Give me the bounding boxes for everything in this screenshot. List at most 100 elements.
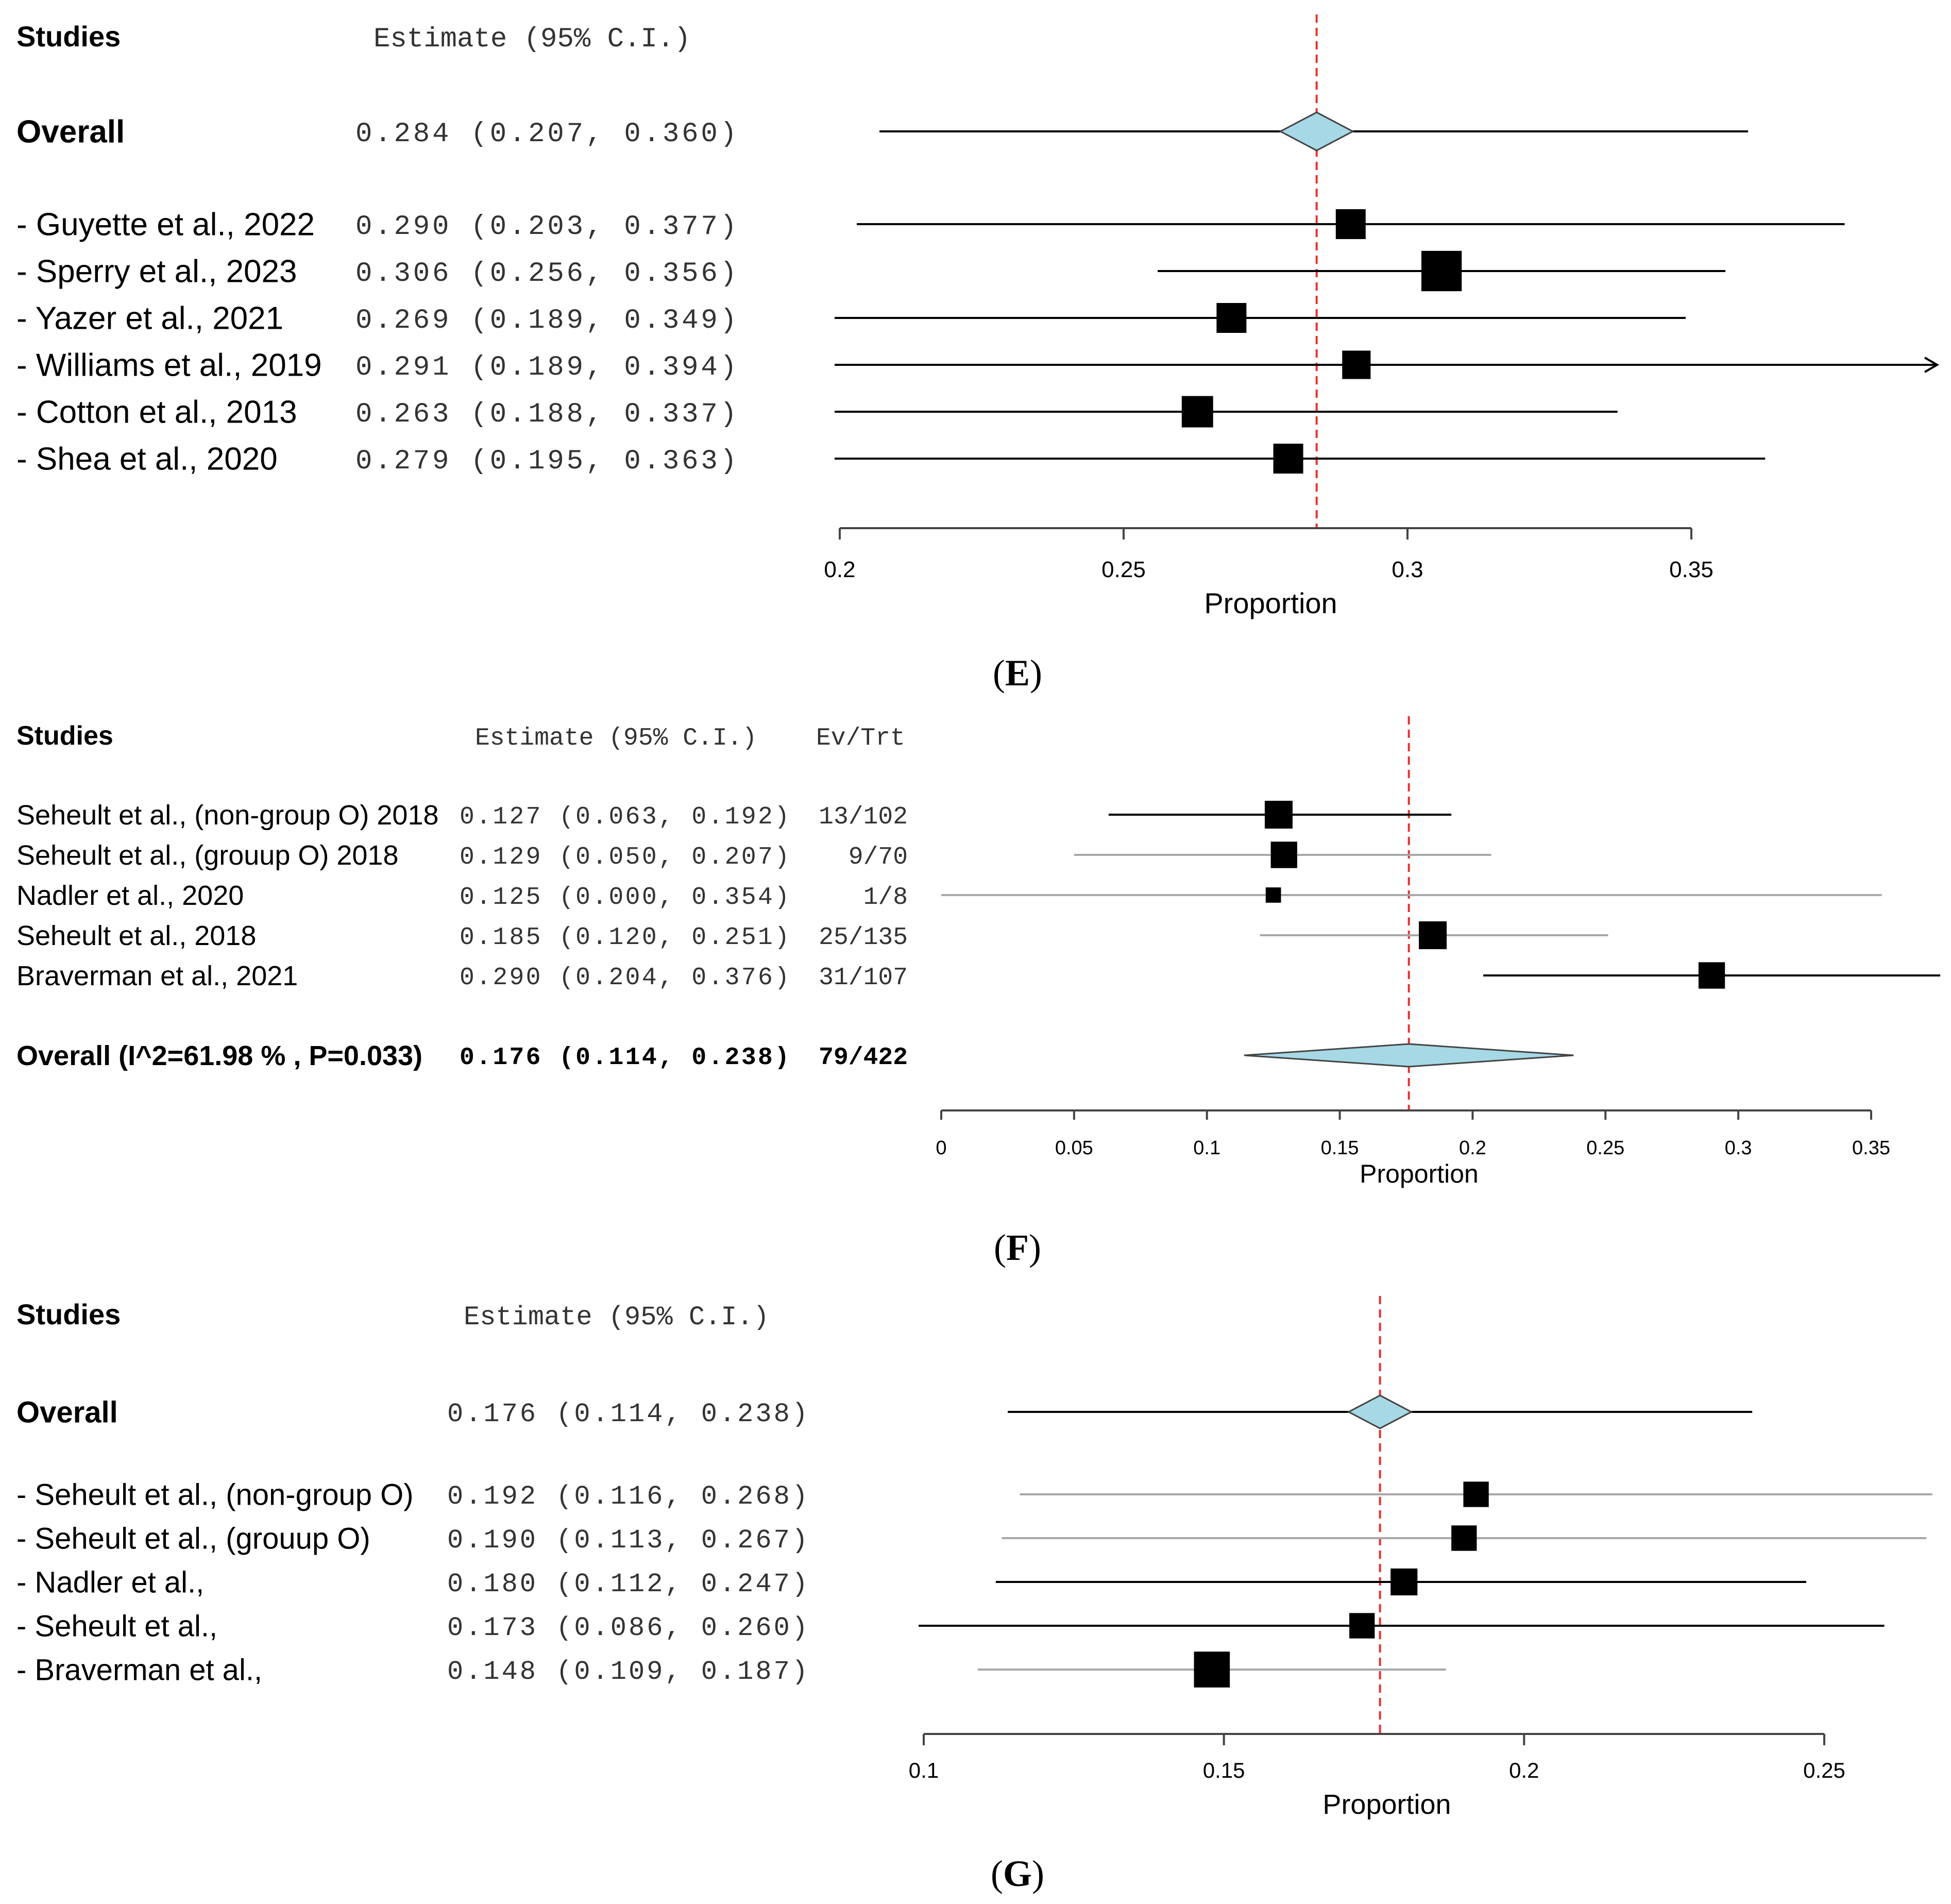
x-tick-label: 0.25	[1101, 557, 1146, 582]
point-estimate-box	[1216, 303, 1247, 333]
study-ev-trt: 1/8	[863, 884, 908, 912]
point-estimate-box	[1463, 1481, 1489, 1507]
header-studies: Studies	[16, 1298, 121, 1330]
point-estimate-box	[1419, 921, 1447, 949]
point-estimate-box	[1270, 841, 1297, 868]
x-axis-label: Proportion	[1322, 1789, 1451, 1820]
study-estimate: 0.192 (0.116, 0.268)	[447, 1481, 808, 1512]
point-estimate-box	[1273, 444, 1303, 474]
x-tick-label: 0.25	[1803, 1758, 1845, 1782]
panel-label: (F)	[994, 1227, 1041, 1268]
overall-label: Overall	[16, 114, 125, 150]
overall-diamond	[1279, 111, 1355, 151]
x-tick-label: 0.2	[1459, 1137, 1486, 1159]
study-estimate: 0.290 (0.204, 0.376)	[460, 964, 789, 992]
study-estimate: 0.127 (0.063, 0.192)	[460, 803, 789, 831]
x-tick-label: 0.3	[1725, 1137, 1752, 1159]
point-estimate-box	[1698, 962, 1725, 989]
x-tick-label: 0.1	[909, 1758, 939, 1782]
x-tick-label: 0.3	[1392, 557, 1423, 582]
study-label: Seheult et al., 2018	[16, 920, 256, 951]
x-tick-label: 0.15	[1203, 1758, 1245, 1782]
study-ev-trt: 31/107	[819, 964, 908, 992]
study-label: - Williams et al., 2019	[16, 348, 322, 383]
x-tick-label: 0.05	[1055, 1137, 1093, 1159]
point-estimate-box	[1181, 396, 1213, 428]
study-label: - Seheult et al., (non-group O)	[16, 1478, 414, 1511]
header-studies: Studies	[16, 20, 121, 53]
x-tick-label: 0.25	[1586, 1137, 1624, 1159]
point-estimate-box	[1349, 1613, 1375, 1639]
ci-arrow	[1924, 357, 1939, 373]
overall-ev-trt: 79/422	[819, 1044, 908, 1072]
study-ev-trt: 25/135	[819, 924, 908, 952]
x-axis-label: Proportion	[1360, 1159, 1479, 1188]
study-estimate: 0.180 (0.112, 0.247)	[447, 1569, 808, 1599]
point-estimate-box	[1194, 1652, 1230, 1688]
study-estimate: 0.290 (0.203, 0.377)	[355, 211, 737, 243]
study-estimate: 0.173 (0.086, 0.260)	[447, 1613, 808, 1643]
study-label: - Seheult et al.,	[16, 1609, 217, 1643]
study-estimate: 0.185 (0.120, 0.251)	[460, 924, 789, 952]
study-estimate: 0.279 (0.195, 0.363)	[355, 446, 737, 477]
point-estimate-box	[1421, 250, 1462, 292]
study-estimate: 0.125 (0.000, 0.354)	[460, 884, 789, 912]
study-label: Seheult et al., (grouup O) 2018	[16, 840, 398, 871]
overall-diamond	[1244, 1043, 1574, 1068]
header-ev-trt: Ev/Trt	[816, 724, 905, 752]
header-estimate: Estimate (95% C.I.)	[374, 24, 691, 55]
header-estimate: Estimate (95% C.I.)	[464, 1302, 769, 1333]
header-estimate: Estimate (95% C.I.)	[475, 724, 757, 752]
forest-panel-g: Studies Estimate (95% C.I.) - Seheult et a…	[16, 1296, 1932, 1894]
panel-letter: G	[1003, 1853, 1032, 1894]
point-estimate-box	[1342, 350, 1371, 379]
study-label: - Sperry et al., 2023	[16, 254, 297, 290]
study-estimate: 0.190 (0.113, 0.267)	[447, 1525, 808, 1556]
point-estimate-box	[1390, 1568, 1418, 1596]
x-tick-label: 0	[936, 1137, 946, 1159]
point-estimate-box	[1451, 1525, 1477, 1551]
x-tick-label: 0.2	[1509, 1758, 1539, 1782]
x-tick-label: 0.15	[1321, 1137, 1359, 1159]
x-axis-label: Proportion	[1204, 587, 1337, 619]
study-estimate: 0.129 (0.050, 0.207)	[460, 844, 789, 871]
overall-diamond	[1347, 1394, 1413, 1429]
study-label: Braverman et al., 2021	[16, 961, 298, 991]
x-tick-label: 0.35	[1852, 1137, 1890, 1159]
overall-estimate: 0.176 (0.114, 0.238)	[460, 1044, 789, 1072]
study-label: Nadler et al., 2020	[16, 880, 244, 911]
study-estimate: 0.148 (0.109, 0.187)	[447, 1657, 808, 1687]
study-label: - Braverman et al.,	[16, 1653, 262, 1687]
forest-panel-f: Studies Estimate (95% C.I.) Ev/Trt Seheult …	[16, 716, 1941, 1268]
x-tick-label: 0.1	[1193, 1137, 1220, 1159]
study-label: - Yazer et al., 2021	[16, 301, 283, 336]
panel-label: (G)	[991, 1853, 1044, 1894]
study-label: Seheult et al., (non-group O) 2018	[16, 800, 439, 831]
overall-label: Overall (I^2=61.98 % , P=0.033)	[16, 1040, 422, 1071]
study-estimate: 0.263 (0.188, 0.337)	[355, 399, 737, 430]
study-label: - Guyette et al., 2022	[16, 207, 315, 243]
panel-letter: E	[1005, 652, 1030, 694]
study-estimate: 0.306 (0.256, 0.356)	[355, 258, 737, 290]
study-label: - Seheult et al., (grouup O)	[16, 1522, 370, 1555]
study-estimate: 0.291 (0.189, 0.394)	[355, 352, 737, 383]
study-ev-trt: 9/70	[849, 844, 908, 871]
point-estimate-box	[1265, 887, 1281, 903]
x-tick-label: 0.2	[824, 557, 855, 582]
study-label: - Nadler et al.,	[16, 1565, 204, 1599]
overall-estimate: 0.176 (0.114, 0.238)	[447, 1399, 808, 1429]
point-estimate-box	[1264, 801, 1293, 829]
study-ev-trt: 13/102	[819, 803, 908, 831]
point-estimate-box	[1335, 209, 1366, 239]
panel-label: (E)	[993, 652, 1042, 694]
overall-estimate: 0.284 (0.207, 0.360)	[355, 119, 737, 150]
study-estimate: 0.269 (0.189, 0.349)	[355, 305, 737, 336]
overall-label: Overall	[16, 1395, 118, 1429]
study-label: - Cotton et al., 2013	[16, 395, 297, 430]
panel-letter: F	[1006, 1227, 1029, 1268]
header-studies: Studies	[16, 721, 113, 751]
study-label: - Shea et al., 2020	[16, 442, 278, 477]
forest-panel-e: Studies Estimate (95% C.I.) - Guyette et a…	[16, 14, 1939, 694]
x-tick-label: 0.35	[1669, 557, 1714, 582]
